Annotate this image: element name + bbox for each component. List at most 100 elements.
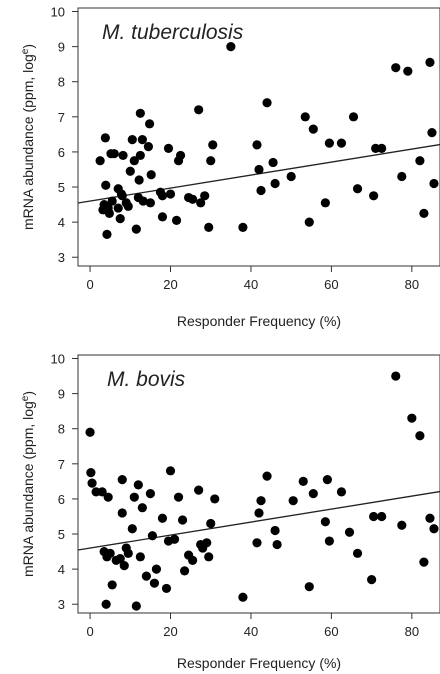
data-point — [107, 580, 117, 590]
data-point — [131, 601, 141, 611]
data-point — [194, 485, 204, 495]
y-tick-label: 5 — [58, 180, 65, 195]
y-tick-label: 4 — [58, 215, 65, 230]
data-point — [127, 524, 137, 534]
x-tick-label: 80 — [405, 624, 419, 639]
y-tick-label: 5 — [58, 527, 65, 542]
data-point — [391, 371, 401, 381]
data-point — [397, 520, 407, 530]
data-point — [288, 496, 298, 506]
data-point — [123, 548, 133, 558]
y-axis-label: mRNA abundance (ppm, loge) — [20, 44, 37, 230]
x-tick-label: 20 — [163, 624, 177, 639]
x-tick-label: 60 — [324, 277, 338, 292]
data-point — [118, 150, 128, 161]
data-point — [117, 191, 127, 201]
x-tick-label: 40 — [244, 624, 258, 639]
data-point — [226, 42, 236, 52]
plot-frame — [77, 7, 440, 267]
data-point — [429, 178, 439, 189]
data-point — [135, 150, 145, 161]
data-point — [101, 599, 111, 609]
data-point — [137, 503, 147, 513]
x-axis-label: Responder Frequency (%) — [177, 313, 341, 329]
data-point — [138, 196, 148, 206]
data-point — [102, 229, 112, 240]
data-point — [427, 128, 437, 138]
y-axis-label-main: mRNA abundance (ppm, log — [20, 401, 36, 577]
data-point — [171, 215, 182, 225]
data-point — [206, 518, 216, 529]
data-point — [270, 525, 280, 536]
data-point — [194, 105, 204, 115]
y-tick-label: 8 — [58, 422, 65, 437]
data-point — [177, 515, 188, 525]
data-point — [179, 566, 190, 576]
y-axis-label-main: mRNA abundance (ppm, log — [20, 54, 36, 230]
panel-tuberculosis: M. tuberculosis Responder Frequency (%) … — [20, 5, 440, 329]
data-point — [415, 156, 425, 166]
data-point — [131, 224, 141, 234]
data-point — [119, 561, 129, 571]
data-point — [270, 178, 280, 189]
data-point — [134, 175, 144, 185]
data-point — [238, 222, 248, 232]
data-point — [188, 194, 198, 204]
data-point — [252, 538, 262, 548]
data-point — [403, 66, 413, 76]
data-point — [204, 552, 214, 562]
x-tick-label: 60 — [324, 624, 338, 639]
data-point — [103, 492, 113, 502]
data-point — [169, 534, 180, 544]
data-point — [86, 467, 96, 478]
data-point — [407, 413, 417, 423]
data-point — [145, 489, 155, 499]
data-point — [135, 552, 145, 562]
data-point — [300, 112, 310, 122]
data-point — [286, 171, 296, 182]
y-tick-label: 4 — [58, 562, 65, 577]
y-tick-label: 10 — [51, 5, 65, 20]
data-point — [268, 157, 278, 168]
data-point — [137, 135, 147, 145]
data-point — [129, 492, 139, 502]
data-point — [165, 466, 176, 476]
y-tick-label: 9 — [58, 387, 65, 402]
data-point — [157, 191, 168, 201]
data-point — [369, 191, 379, 201]
data-point — [298, 476, 308, 486]
data-point — [419, 208, 429, 218]
data-point — [369, 511, 379, 522]
data-point — [165, 189, 176, 199]
data-point — [146, 170, 156, 180]
data-point — [196, 198, 206, 208]
data-point — [377, 143, 387, 154]
data-point — [208, 140, 218, 150]
data-point — [149, 578, 160, 588]
data-point — [157, 513, 168, 523]
data-point — [97, 487, 107, 497]
data-point — [210, 494, 220, 504]
data-point — [429, 524, 439, 534]
data-point — [85, 427, 95, 437]
x-ticks: 0 20 40 60 80 — [86, 613, 419, 639]
panel-title: M. tuberculosis — [102, 21, 244, 44]
panel-bovis: M. bovis Responder Frequency (%) mRNA ab… — [20, 352, 440, 671]
data-point — [200, 191, 210, 201]
x-tick-label: 0 — [86, 277, 93, 292]
data-point — [100, 133, 110, 143]
data-point — [397, 171, 407, 182]
data-point — [107, 196, 117, 206]
data-point — [133, 480, 143, 490]
data-point — [352, 184, 363, 194]
data-point — [129, 156, 139, 166]
data-point — [320, 198, 330, 208]
data-point — [254, 164, 264, 175]
data-points — [85, 371, 439, 611]
y-tick-label: 7 — [58, 457, 65, 472]
trend-line-group — [77, 490, 440, 551]
y-axis-label-close: ) — [20, 391, 36, 396]
data-point — [143, 142, 153, 152]
data-point — [113, 203, 123, 213]
